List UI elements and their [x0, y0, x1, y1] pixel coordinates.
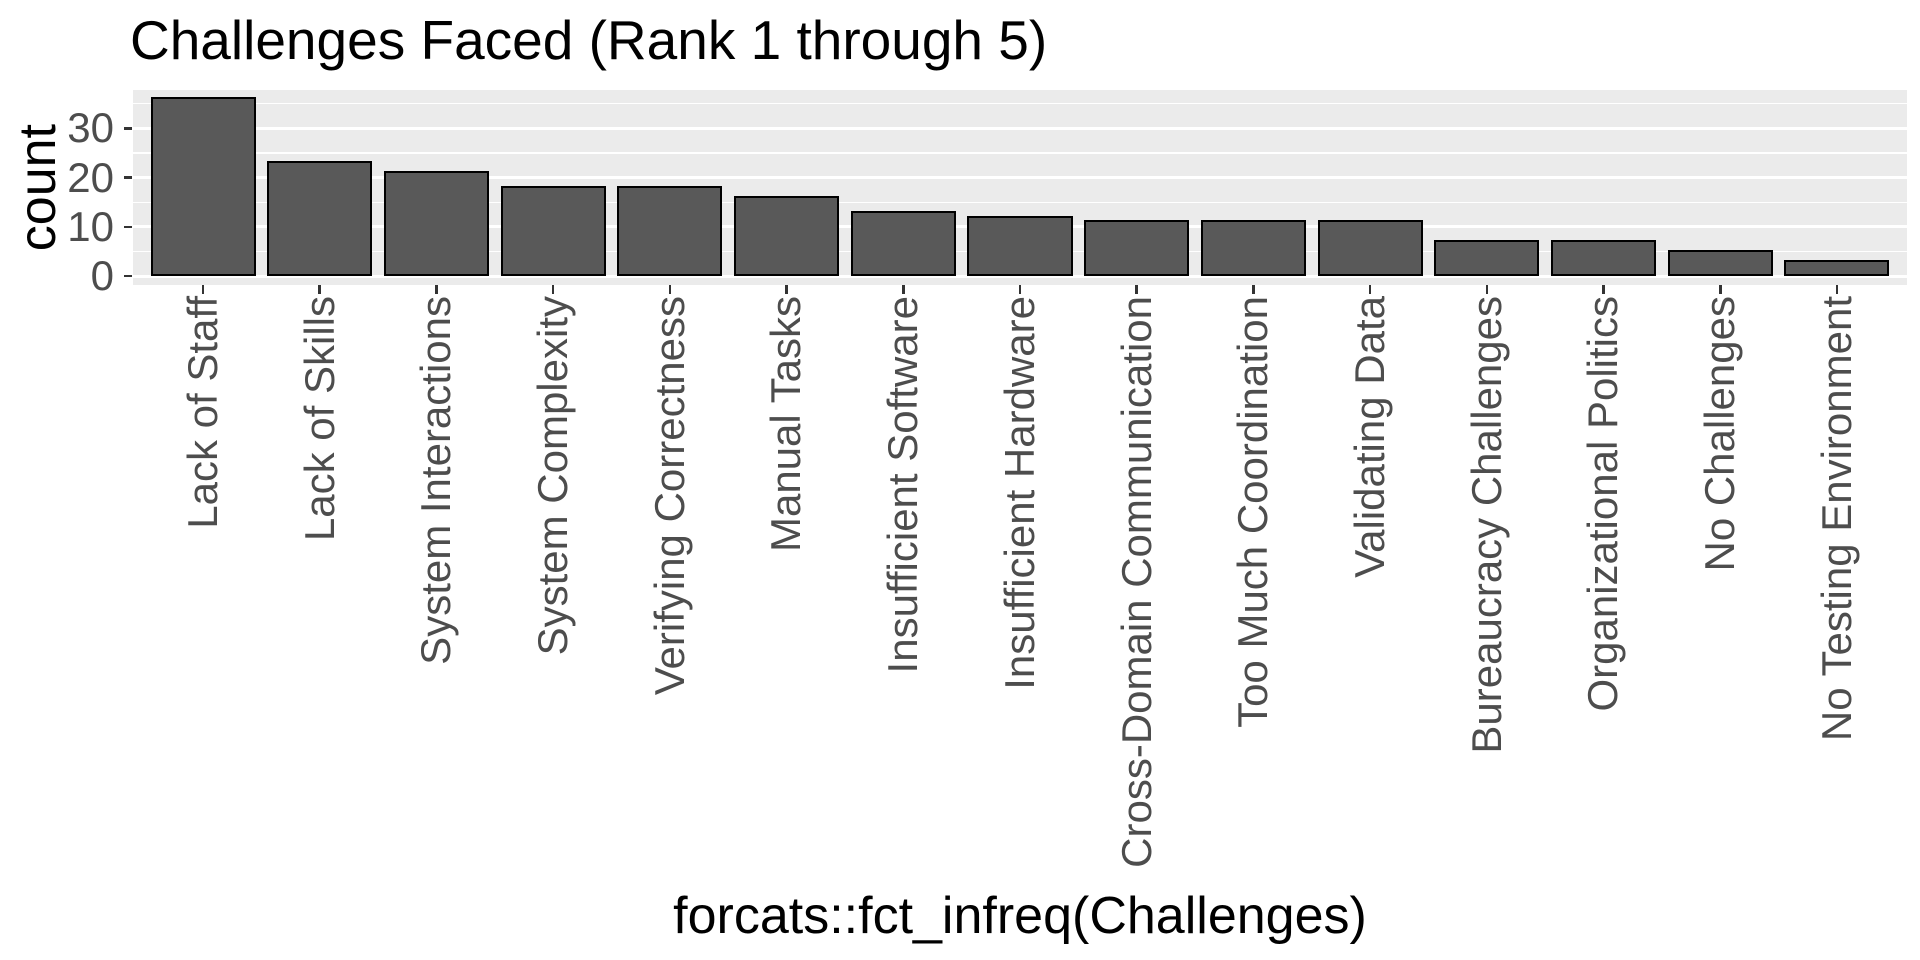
x-category-label: Lack of Staff: [178, 296, 226, 529]
x-category-label-cell: Insufficient Software: [845, 296, 962, 896]
x-category-label: No Challenges: [1696, 296, 1744, 572]
bar-10: [1200, 220, 1306, 277]
x-tick-mark: [1018, 285, 1022, 294]
bar-8: [967, 215, 1073, 277]
bar-9: [1084, 220, 1190, 277]
chart-title: Challenges Faced (Rank 1 through 5): [130, 9, 1048, 71]
bar-15: [1784, 259, 1890, 277]
gridline-minor: [133, 152, 1907, 154]
x-tick-mark: [902, 285, 905, 294]
bar-13: [1551, 240, 1657, 277]
x-category-label-cell: Insufficient Hardware: [962, 296, 1079, 896]
x-category-label-cell: Lack of Staff: [145, 296, 262, 896]
x-category-label: Lack of Skills: [295, 296, 343, 542]
x-category-label: Validating Data: [1346, 296, 1394, 578]
x-tick-mark: [785, 285, 788, 294]
y-tick-mark: [124, 176, 132, 179]
y-tick-mark: [124, 225, 132, 229]
x-category-label-cell: Organizational Politics: [1545, 296, 1662, 896]
x-category-label: Organizational Politics: [1579, 296, 1627, 712]
bar-12: [1434, 240, 1540, 277]
bar-7: [850, 210, 956, 277]
x-tick-mark: [1135, 285, 1138, 294]
y-tick-mark: [124, 127, 132, 130]
x-tick-mark: [668, 285, 672, 294]
bar-2: [267, 161, 373, 277]
x-category-label: Manual Tasks: [762, 296, 810, 553]
bar-1: [150, 97, 256, 277]
x-tick-mark: [435, 285, 438, 294]
x-category-label-cell: No Challenges: [1662, 296, 1779, 896]
x-category-label-cell: Lack of Skills: [261, 296, 378, 896]
bar-5: [617, 186, 723, 277]
x-tick-mark: [1835, 285, 1839, 294]
x-category-label: Insufficient Hardware: [995, 296, 1043, 690]
bar-3: [383, 171, 489, 277]
x-category-label: Too Much Coordination: [1229, 296, 1277, 728]
x-category-label-cell: Validating Data: [1312, 296, 1429, 896]
x-category-label: Insufficient Software: [879, 296, 927, 674]
x-category-label: Bureaucracy Challenges: [1462, 296, 1510, 754]
gridline-major: [133, 127, 1907, 130]
gridline-minor: [133, 103, 1907, 105]
x-tick-mark: [201, 285, 205, 294]
x-tick-mark: [551, 285, 555, 294]
y-tick-label: 10: [67, 202, 114, 250]
x-category-label-cell: System Complexity: [495, 296, 612, 896]
y-tick-label: 20: [67, 153, 114, 201]
x-category-label-cell: Manual Tasks: [728, 296, 845, 896]
bar-6: [734, 195, 840, 277]
x-category-label-cell: System Interactions: [378, 296, 495, 896]
x-tick-mark: [1252, 285, 1255, 294]
x-tick-mark: [1485, 285, 1489, 294]
x-axis-title: forcats::fct_infreq(Challenges): [673, 887, 1367, 945]
x-category-label: Verifying Correctness: [645, 296, 693, 696]
x-category-label: Cross-Domain Communication: [1112, 296, 1160, 868]
y-tick-label: 0: [90, 252, 114, 300]
x-category-label-cell: Cross-Domain Communication: [1078, 296, 1195, 896]
bar-4: [500, 186, 606, 277]
x-category-label: No Testing Environment: [1812, 296, 1860, 742]
x-tick-mark: [1602, 285, 1605, 294]
x-category-label-cell: Bureaucracy Challenges: [1428, 296, 1545, 896]
bar-14: [1667, 250, 1773, 277]
y-tick-mark: [124, 274, 132, 278]
gridline-minor: [133, 201, 1907, 203]
y-tick-label: 30: [67, 104, 114, 152]
x-category-label: System Interactions: [412, 296, 460, 665]
x-category-label: System Complexity: [529, 296, 577, 656]
plot-panel: [133, 90, 1907, 285]
x-category-label-cell: Verifying Correctness: [612, 296, 729, 896]
x-category-label-cell: No Testing Environment: [1779, 296, 1896, 896]
x-tick-mark: [1719, 285, 1722, 294]
x-tick-mark: [318, 285, 321, 294]
gridline-major: [133, 176, 1907, 180]
x-tick-mark: [1368, 285, 1372, 294]
x-category-label-cell: Too Much Coordination: [1195, 296, 1312, 896]
bar-11: [1317, 220, 1423, 277]
